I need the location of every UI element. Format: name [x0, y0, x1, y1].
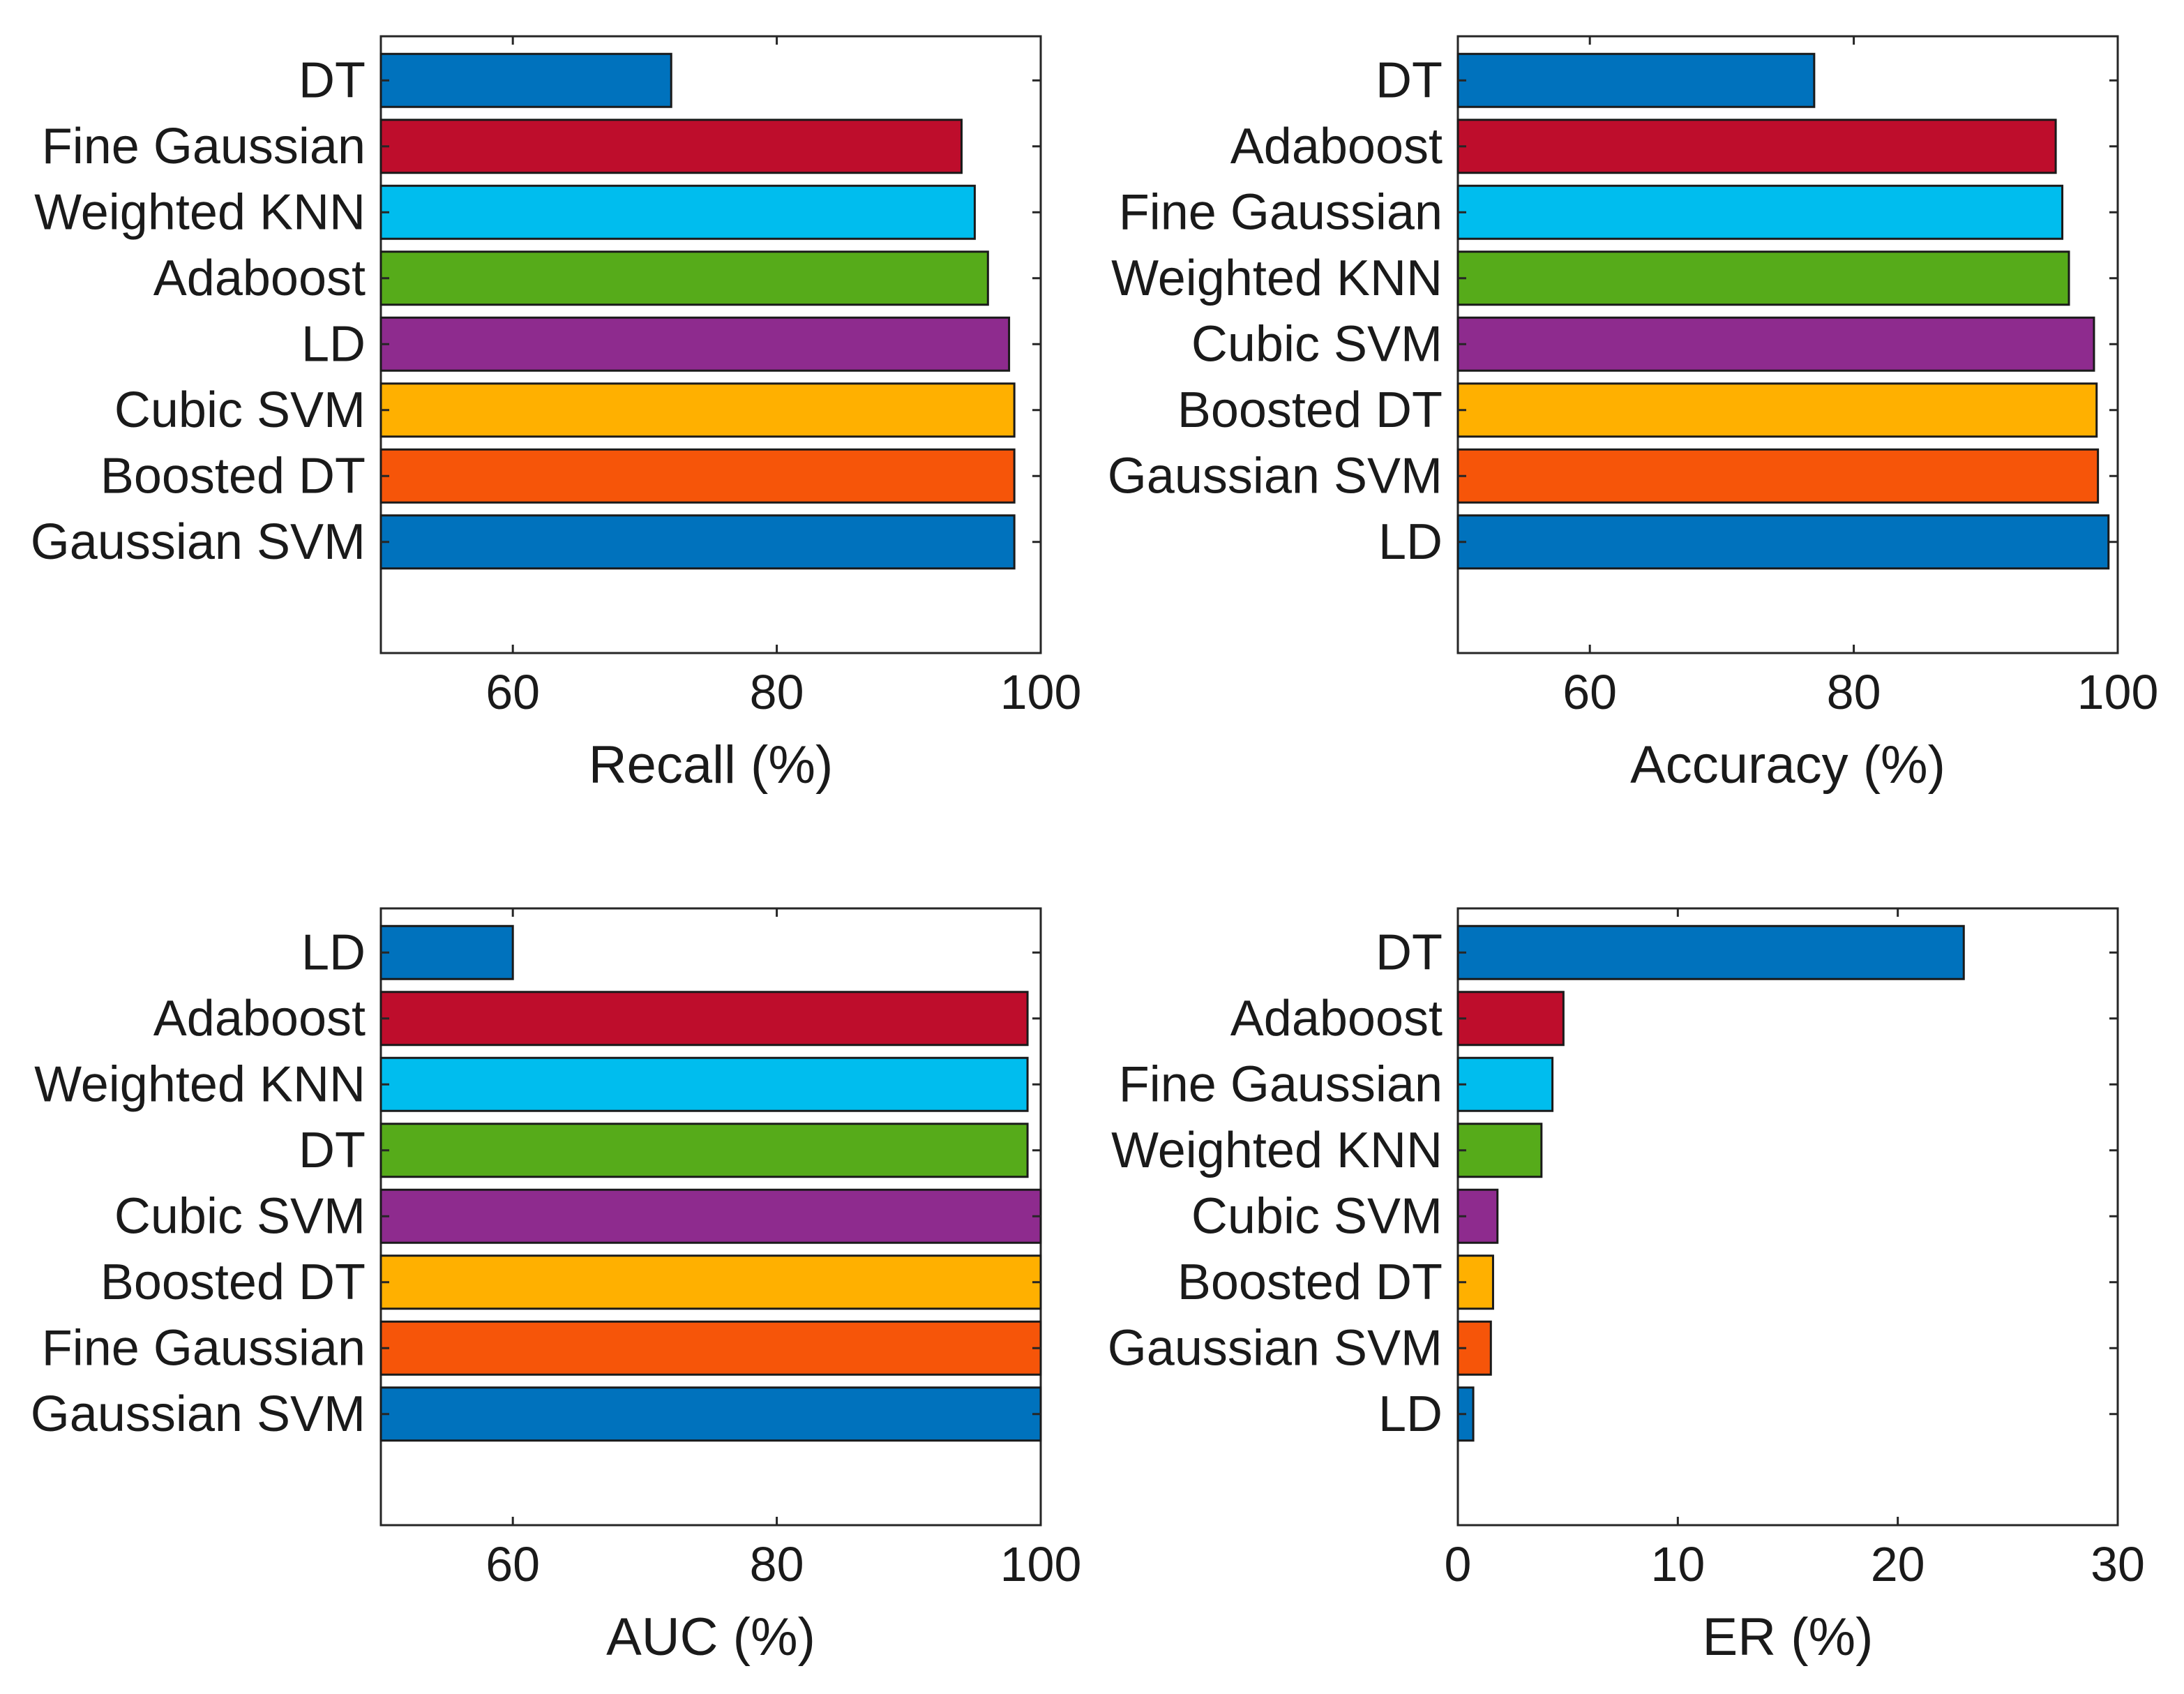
x-axis-label: ER (%) — [1703, 1607, 1874, 1667]
bar-dt — [379, 52, 672, 108]
bar-boosted-dt — [379, 448, 1016, 504]
x-tick-label: 100 — [1000, 665, 1082, 719]
x-tick-label: 30 — [2091, 1537, 2145, 1591]
bar-adaboost — [379, 991, 1029, 1047]
bar-cubic-svm — [379, 1188, 1042, 1244]
category-label: LD — [1378, 514, 1443, 570]
category-label: LD — [301, 924, 366, 980]
bar-fine-gaussian — [379, 119, 963, 174]
x-tick-label: 80 — [1827, 665, 1881, 719]
category-label: DT — [1376, 52, 1443, 108]
bar-weighted-knn — [1456, 250, 2070, 306]
bar-dt — [1456, 52, 1816, 108]
x-tick-label: 60 — [1562, 665, 1617, 719]
x-tick-label: 10 — [1650, 1537, 1705, 1591]
chart-panel-er: DT Adaboost Fine Gaussian Weighted KNN Cubic… — [1108, 907, 2145, 1667]
x-tick-label: 0 — [1445, 1537, 1472, 1591]
bar-weighted-knn — [379, 184, 976, 240]
category-label: Cubic SVM — [114, 1188, 366, 1244]
axes-frame — [1456, 907, 2119, 1527]
category-label: Adaboost — [153, 991, 366, 1047]
category-label: DT — [299, 1123, 366, 1178]
x-tick-label: 80 — [750, 1537, 804, 1591]
x-tick-label: 20 — [1871, 1537, 1925, 1591]
category-label: Boosted DT — [1177, 1254, 1443, 1310]
category-label: Gaussian SVM — [31, 1386, 366, 1442]
category-label: Adaboost — [153, 250, 366, 306]
bar-ld — [379, 924, 514, 980]
category-label: Adaboost — [1230, 991, 1443, 1047]
category-label: Weighted KNN — [34, 184, 366, 240]
bar-gaussian-svm — [1456, 448, 2100, 504]
category-label: Fine Gaussian — [42, 119, 366, 174]
bar-gaussian-svm — [379, 1386, 1042, 1442]
category-label: Boosted DT — [100, 448, 366, 504]
bar-adaboost — [1456, 991, 1565, 1047]
category-label: Gaussian SVM — [31, 514, 366, 570]
bar-adaboost — [379, 250, 989, 306]
x-tick-label: 60 — [485, 1537, 540, 1591]
category-label: Fine Gaussian — [1119, 1056, 1443, 1112]
x-axis-label: AUC (%) — [606, 1607, 815, 1667]
category-label: LD — [301, 316, 366, 372]
bar-dt — [1456, 924, 1965, 980]
category-label: Fine Gaussian — [42, 1320, 366, 1376]
category-label: Cubic SVM — [1191, 316, 1443, 372]
category-label: DT — [299, 52, 366, 108]
category-label: Cubic SVM — [1191, 1188, 1443, 1244]
category-label: Weighted KNN — [34, 1056, 366, 1112]
bar-ld — [379, 316, 1011, 372]
category-label: LD — [1378, 1386, 1443, 1442]
bar-cubic-svm — [1456, 316, 2095, 372]
chart-panel-accuracy: DT Adaboost Fine Gaussian Weighted KNN Cubic… — [1108, 35, 2159, 795]
bar-ld — [1456, 514, 2110, 570]
bar-boosted-dt — [379, 1254, 1042, 1310]
bar-fine-gaussian — [1456, 184, 2064, 240]
category-label: Fine Gaussian — [1119, 184, 1443, 240]
bar-dt — [379, 1123, 1029, 1178]
x-tick-label: 100 — [1000, 1537, 1082, 1591]
x-axis-label: Accuracy (%) — [1630, 735, 1945, 795]
x-tick-label: 80 — [750, 665, 804, 719]
bar-boosted-dt — [1456, 382, 2098, 438]
bar-weighted-knn — [1456, 1123, 1543, 1178]
bar-weighted-knn — [379, 1056, 1029, 1112]
x-tick-label: 100 — [2077, 665, 2159, 719]
bar-cubic-svm — [379, 382, 1016, 438]
bar-adaboost — [1456, 119, 2057, 174]
category-label: Weighted KNN — [1111, 250, 1443, 306]
category-label: Boosted DT — [100, 1254, 366, 1310]
category-label: Weighted KNN — [1111, 1123, 1443, 1178]
bar-fine-gaussian — [1456, 1056, 1554, 1112]
category-label: DT — [1376, 924, 1443, 980]
category-label: Boosted DT — [1177, 382, 1443, 438]
x-tick-label: 60 — [485, 665, 540, 719]
category-label: Adaboost — [1230, 119, 1443, 174]
bar-gaussian-svm — [379, 514, 1016, 570]
chart-panel-auc: LD Adaboost Weighted KNN DT Cubic SVM Boosted… — [31, 907, 1082, 1667]
bar-fine-gaussian — [379, 1320, 1042, 1376]
category-label: Cubic SVM — [114, 382, 366, 438]
x-axis-label: Recall (%) — [589, 735, 834, 795]
chart-panel-recall: DT Fine Gaussian Weighted KNN Adaboost LD Cub… — [31, 35, 1082, 795]
category-label: Gaussian SVM — [1108, 448, 1443, 504]
category-label: Gaussian SVM — [1108, 1320, 1443, 1376]
